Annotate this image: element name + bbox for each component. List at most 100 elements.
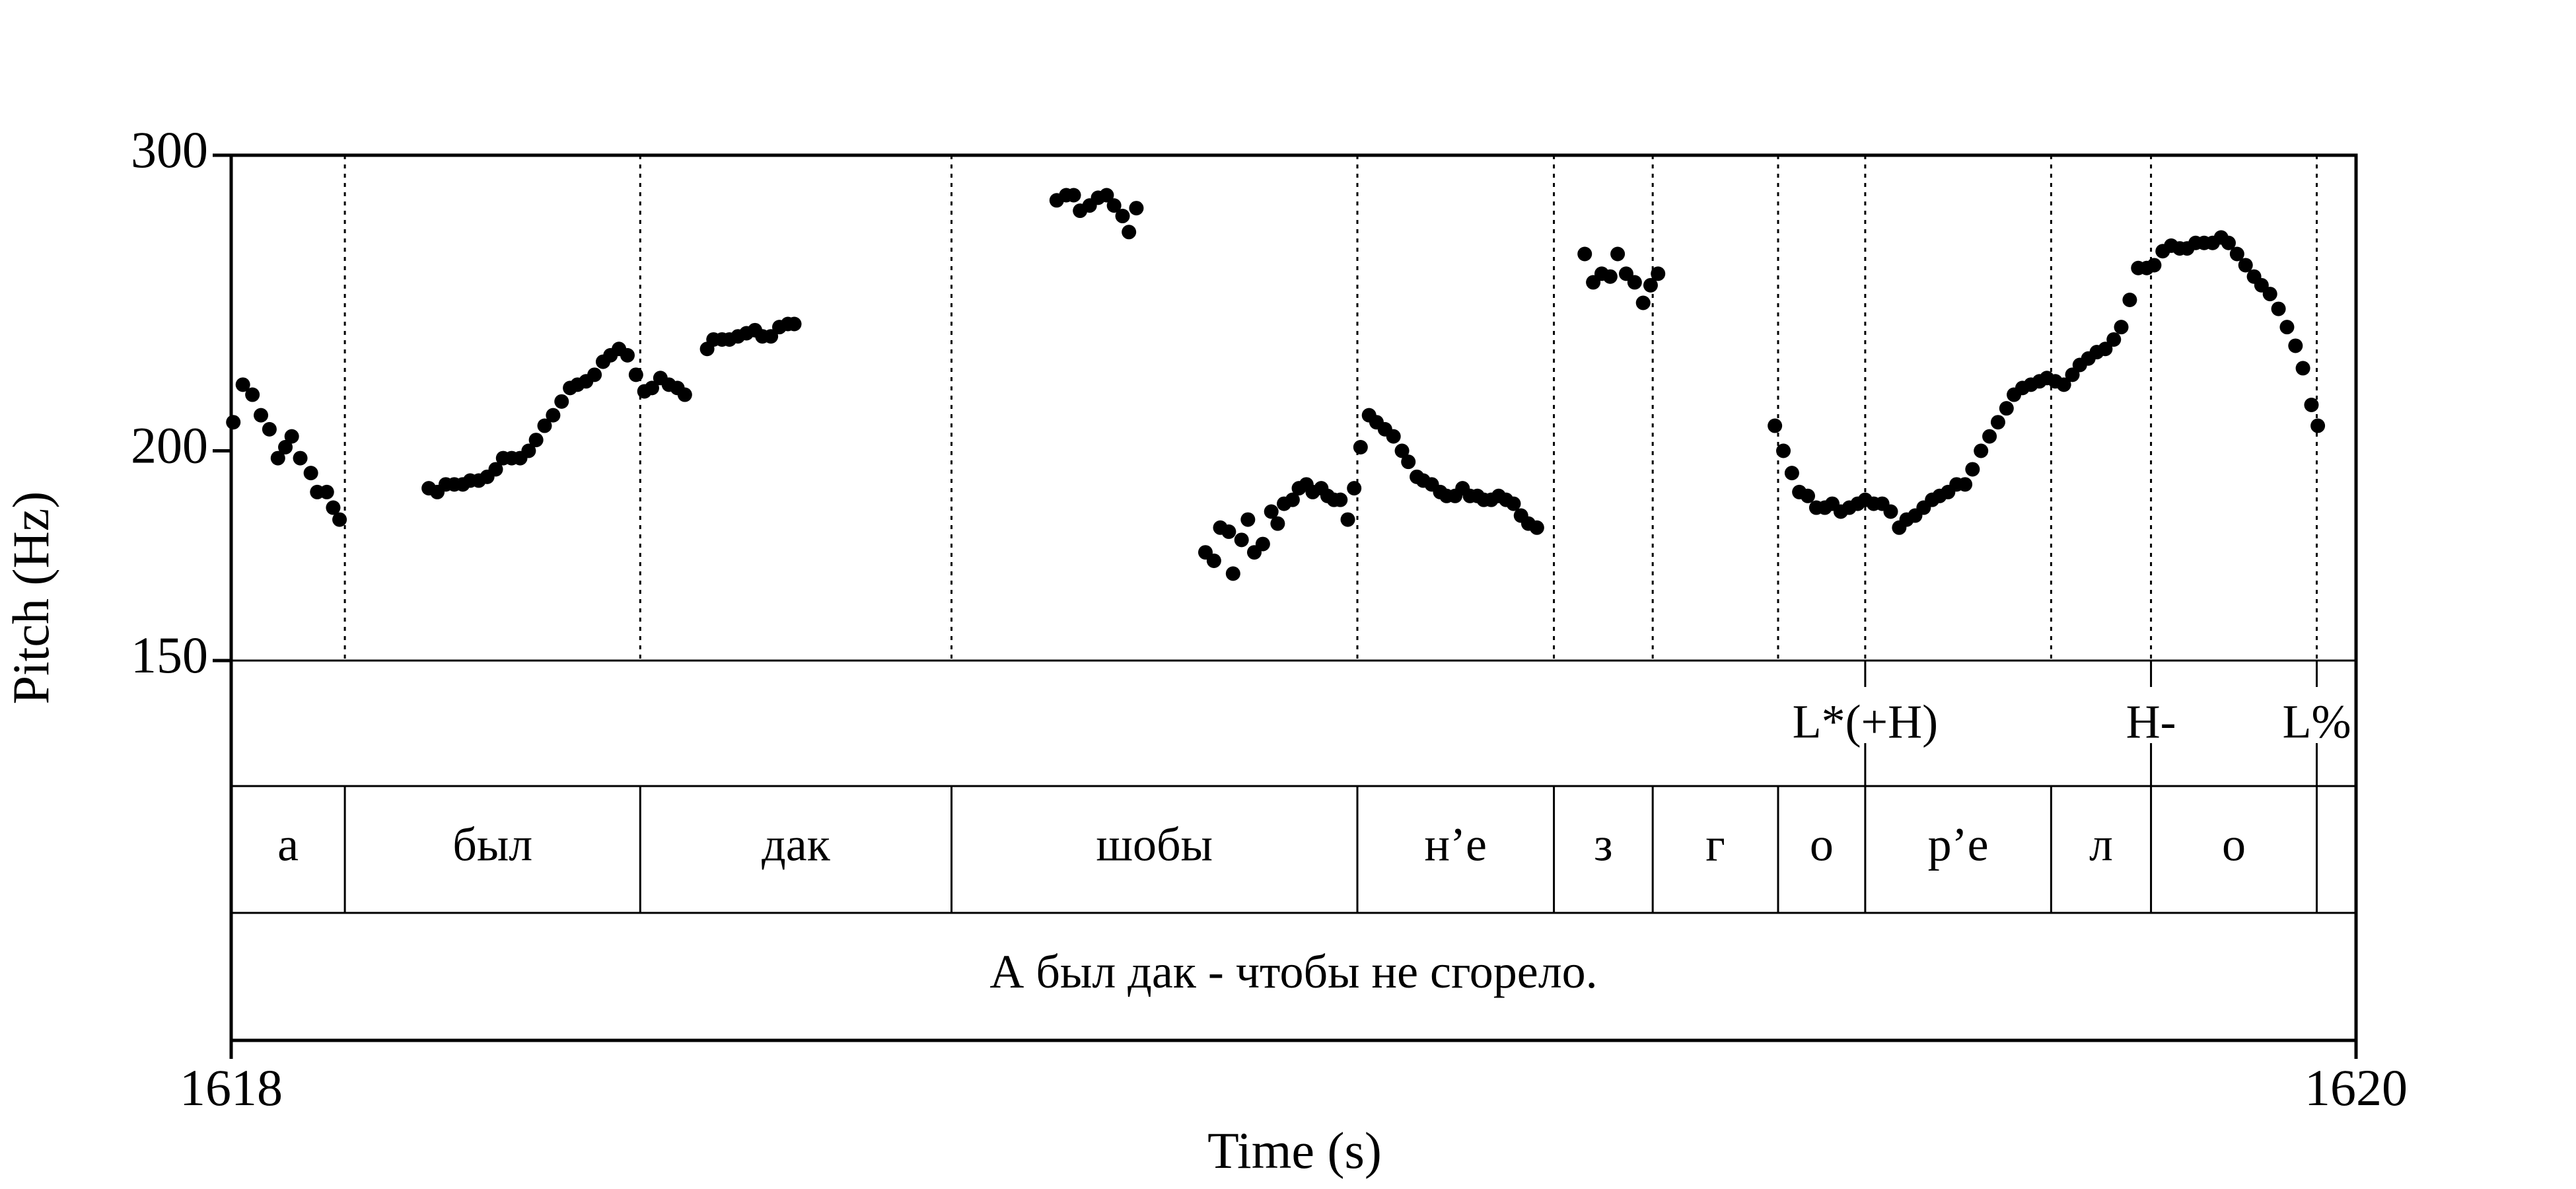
pitch-point [1234,532,1249,548]
pitch-point [1255,536,1270,552]
pitch-point [1353,439,1368,454]
pitch-point [2147,258,2162,273]
pitch-point [2288,338,2303,353]
pitch-point [278,439,293,454]
sentence: А был дак - чтобы не сгорело. [989,945,1597,998]
pitch-point [1610,246,1626,262]
pitch-point [2238,258,2253,273]
pitch-point [2056,377,2071,392]
pitch-point [1577,246,1592,262]
pitch-point [270,450,285,466]
x-axis-label: Time (s) [1207,1122,1382,1179]
pitch-point [1394,443,1410,458]
syllable-label: о [1810,818,1834,871]
pitch-point [2295,361,2310,376]
pitch-point [1768,418,1783,433]
syllable-label: р’е [1928,818,1989,871]
pitch-point [1982,429,1997,444]
y-tick-label: 150 [131,626,208,684]
pitch-point [2271,301,2286,316]
pitch-point [1099,188,1114,203]
pitch-point [554,394,569,409]
pitch-point [1264,504,1279,519]
pitch-point [245,387,260,402]
pitch-point [1122,225,1137,240]
syllable-label: дак [762,818,831,871]
pitch-point [2122,293,2137,308]
syllable-label: л [2089,818,2113,871]
syllable-label: г [1705,818,1725,871]
pitch-point [1066,188,1081,203]
pitch-point [677,387,692,402]
x-tick-label: 1620 [2305,1059,2408,1116]
pitch-point [488,462,503,477]
pitch-point [326,500,341,515]
pitch-point [2229,246,2244,262]
syllable-label: з [1594,818,1612,871]
pitch-point [1115,209,1130,224]
pitch-point [1883,504,1898,519]
pitch-point [2310,418,2326,433]
pitch-point [2114,320,2129,335]
y-tick-label: 200 [131,416,208,474]
pitch-point [1206,553,1221,568]
y-axis-label: Pitch (Hz) [2,491,59,705]
pitch-point [1602,269,1618,284]
pitch-point [303,466,318,481]
pitch-point [1386,429,1401,444]
pitch-point [521,443,536,458]
pitch-point [644,380,659,396]
pitch-point [1958,477,1973,492]
y-tick-label: 300 [131,121,208,178]
pitch-point [1990,415,2005,430]
pitch-point [1225,566,1240,581]
pitch-point [254,408,269,423]
pitch-point [262,421,277,437]
pitch-point [2221,235,2236,250]
pitch-point [2106,332,2122,347]
pitch-point [2262,287,2277,302]
pitch-point [1333,492,1348,507]
pitch-point [1776,443,1791,458]
pitch-point [1506,496,1521,511]
pitch-point [764,329,779,344]
tone-label: H- [2126,696,2176,748]
syllable-label: шобы [1096,818,1213,871]
tone-label: L*(+H) [1793,696,1939,748]
pitch-point [1340,512,1355,527]
pitch-point [1965,462,1980,477]
pitch-point [1347,481,1362,496]
syllable-label: н’е [1425,818,1487,871]
pitch-point [2279,320,2295,335]
pitch-point [528,433,544,448]
pitch-point [1784,466,1799,481]
pitch-point [1643,277,1658,293]
pitch-point [537,418,552,433]
plot-frame [229,153,2358,1042]
pitch-point [1221,524,1236,539]
pitch-point [226,415,241,430]
pitch-point [620,347,635,363]
tone-label: L% [2283,696,2351,748]
pitch-point [787,316,802,332]
pitch-point [319,484,334,499]
pitch-point [628,367,643,382]
x-tick-label: 1618 [180,1059,283,1116]
pitch-point [1106,198,1122,213]
pitch-point [1529,520,1544,535]
pitch-point [1635,295,1651,310]
pitch-point [1285,492,1300,507]
pitch-point [284,429,299,444]
pitch-point [1401,454,1416,470]
pitch-point [2304,397,2319,412]
pitch-point [546,408,561,423]
syllable-label: был [452,818,532,871]
pitch-point [2098,342,2113,357]
pitch-point [1270,516,1285,531]
pitch-point [293,450,308,466]
pitch-point [1801,488,1816,503]
pitch-point [1651,266,1666,281]
pitch-point [1627,275,1642,290]
